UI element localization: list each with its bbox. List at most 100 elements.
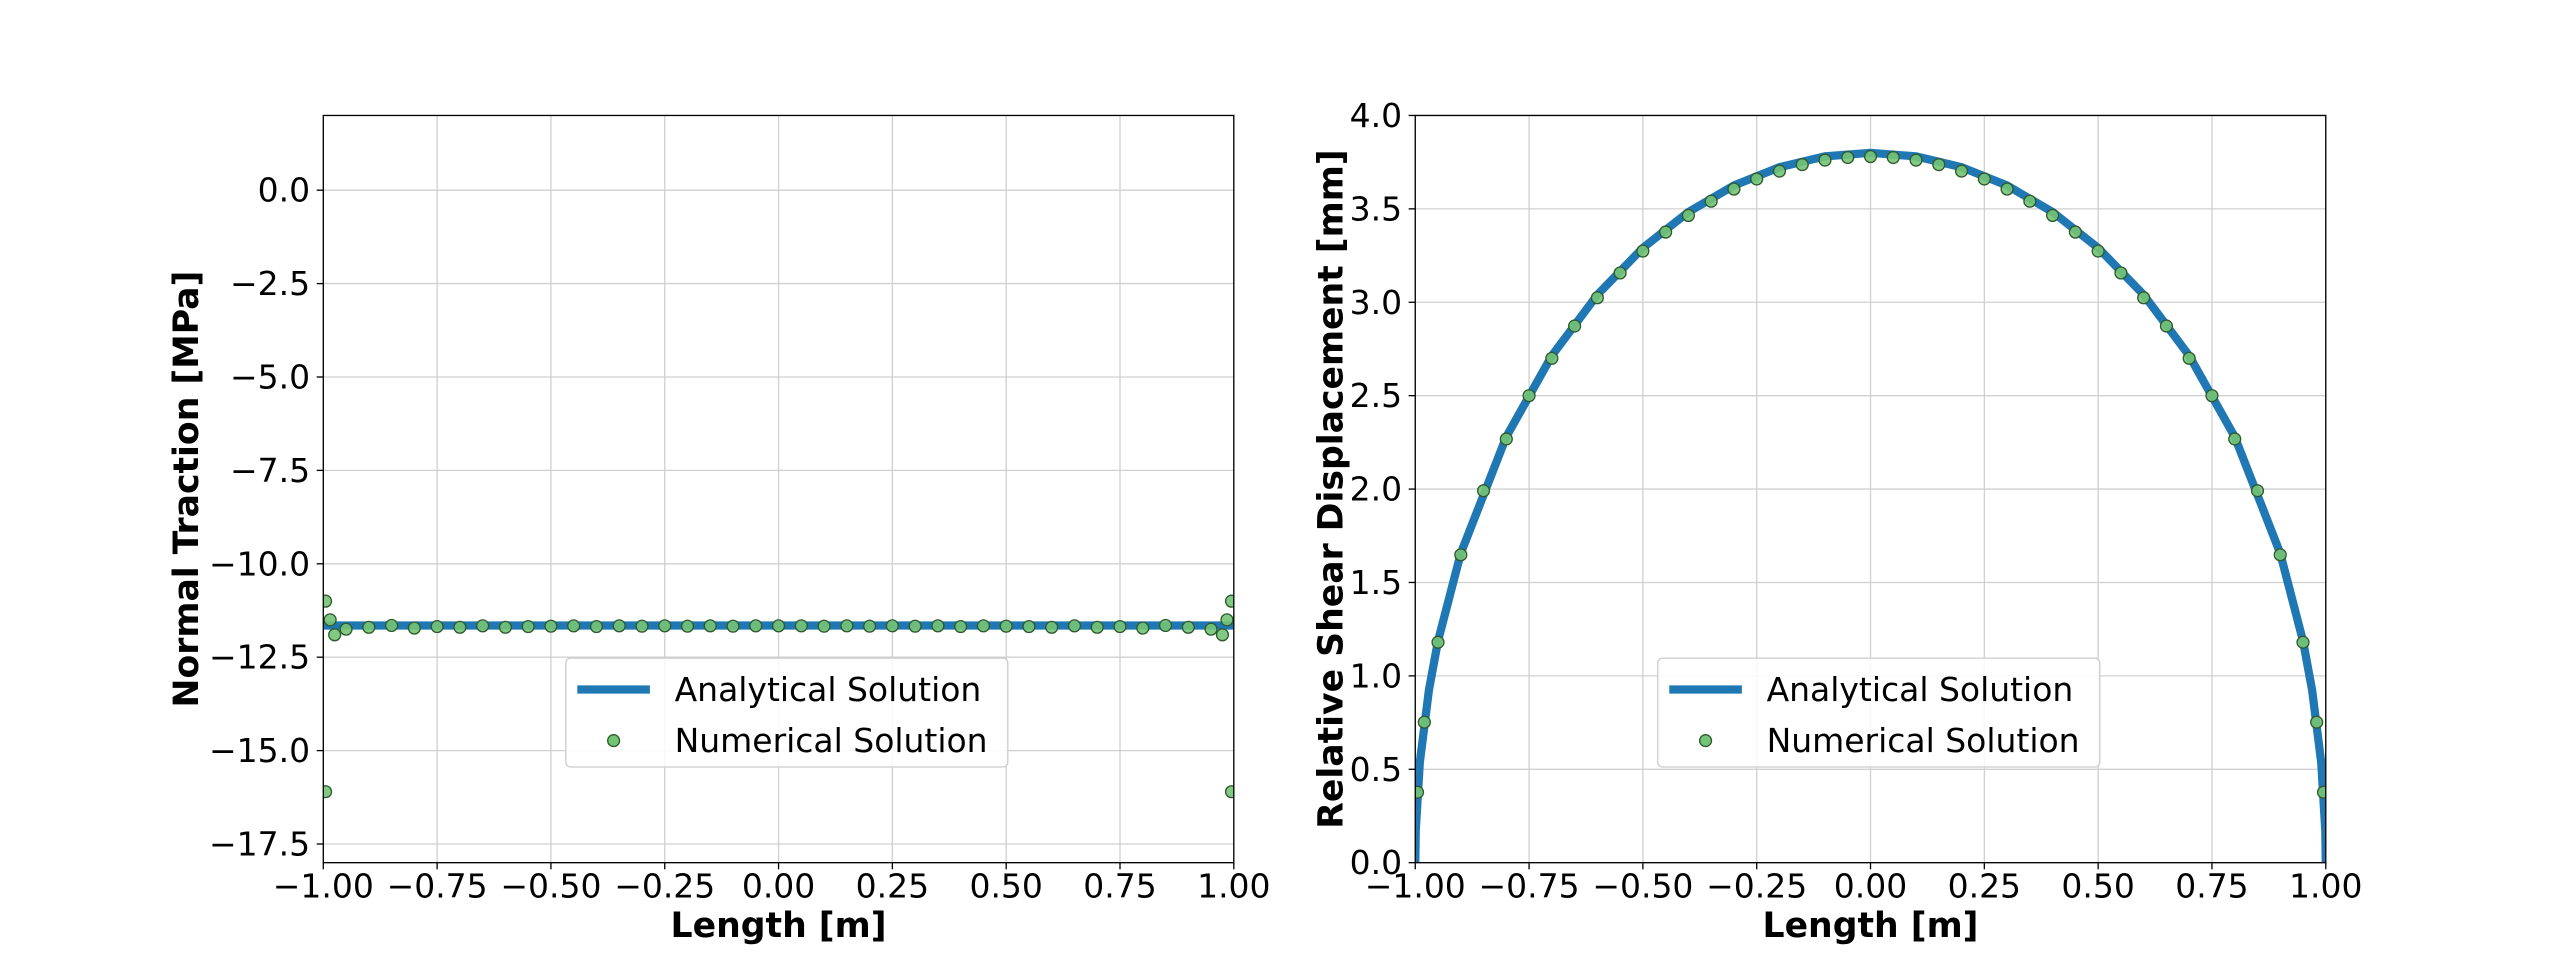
y-tick-label: 0.0 [1350, 843, 1402, 882]
data-point [771, 619, 786, 633]
y-tick-label: 2.5 [1350, 376, 1402, 415]
x-tick-label: −1.00 [1365, 866, 1466, 905]
data-point [1181, 620, 1195, 634]
data-point [2228, 432, 2242, 446]
data-point [1659, 225, 1673, 239]
data-point [498, 620, 512, 634]
x-tick-label: −1.00 [273, 866, 374, 905]
x-tick-label: −0.75 [387, 866, 488, 905]
data-point [430, 619, 444, 634]
data-point [1681, 208, 1696, 223]
data-point [328, 628, 342, 642]
data-point [2137, 291, 2151, 305]
legend-label: Numerical Solution [675, 721, 988, 760]
y-tick-label: −2.5 [230, 264, 310, 303]
data-point [1415, 785, 1425, 799]
chart-panel: −1.00 −0.75 −0.50 −0.25 0.00 0.25 0.50 0.75 1.00… [1312, 96, 2363, 946]
data-point [567, 619, 581, 633]
data-point [2159, 319, 2174, 333]
data-point [1886, 150, 1900, 165]
legend: Analytical Solution Numerical Solution [1657, 657, 2101, 768]
data-point [1454, 548, 1468, 562]
data-point [703, 619, 717, 633]
x-axis-label: Length [m] [671, 906, 887, 946]
data-point [1613, 266, 1627, 280]
data-point [1795, 157, 1809, 172]
x-tick-label: 1.00 [1197, 866, 1270, 905]
data-point [323, 613, 337, 627]
x-tick-label: −0.25 [1706, 866, 1807, 905]
x-tick-label: −0.50 [500, 866, 601, 905]
x-tick-label: 0.25 [856, 866, 929, 905]
data-point [1476, 484, 1491, 498]
data-point [1499, 432, 1513, 446]
data-point [726, 619, 740, 633]
data-point [1772, 164, 1787, 178]
data-point [407, 621, 421, 635]
y-tick-label: 1.5 [1350, 563, 1402, 602]
y-tick-label: 0.0 [258, 171, 310, 210]
x-tick-label: 0.00 [742, 866, 815, 905]
data-point [1224, 594, 1234, 608]
y-tick-label: 0.5 [1350, 750, 1402, 789]
data-point [362, 620, 376, 634]
x-tick-label: −0.25 [614, 866, 715, 905]
data-point [931, 619, 945, 633]
data-point [1090, 620, 1104, 634]
legend-label: Analytical Solution [1767, 670, 2074, 709]
data-point [2296, 635, 2310, 649]
data-point [1067, 619, 1082, 633]
data-point [794, 619, 808, 633]
y-tick-label: −12.5 [209, 638, 310, 677]
data-point [2273, 548, 2287, 562]
x-tick-label: 0.00 [1834, 866, 1907, 905]
data-point [521, 619, 535, 634]
data-point [1909, 153, 1923, 167]
data-point [2182, 351, 2196, 365]
x-tick-label: 1.00 [2289, 866, 2362, 905]
legend-swatch [607, 734, 621, 748]
data-point [1158, 618, 1173, 633]
data-point [885, 619, 899, 633]
data-point [1545, 351, 1559, 365]
data-point [1431, 635, 1445, 649]
data-point [1568, 319, 1582, 333]
data-point [2023, 194, 2037, 208]
y-tick-label: 3.5 [1350, 189, 1402, 228]
data-point [476, 619, 490, 633]
data-point [1818, 153, 1832, 167]
data-point [1204, 622, 1218, 636]
y-tick-label: 2.0 [1350, 470, 1402, 509]
data-point [1220, 613, 1234, 627]
data-point [384, 618, 399, 633]
data-point [954, 619, 968, 634]
data-point [1727, 182, 1741, 196]
x-tick-label: 0.25 [1948, 866, 2021, 905]
data-point [635, 619, 649, 633]
data-point [1522, 389, 1536, 403]
data-point [1224, 785, 1234, 799]
data-point [453, 620, 467, 634]
data-point [339, 622, 353, 636]
data-point [2205, 389, 2219, 403]
data-point [2114, 266, 2128, 280]
y-tick-label: −5.0 [230, 358, 310, 397]
data-point [612, 619, 626, 633]
data-point [1022, 619, 1036, 634]
x-tick-label: 0.50 [969, 866, 1042, 905]
data-point [1704, 194, 1718, 208]
axes-frame [1414, 114, 2327, 864]
y-axis-label: Relative Shear Displacement [mm] [1312, 149, 1352, 828]
data-point [749, 619, 763, 633]
data-point [1636, 244, 1650, 258]
x-tick-label: 0.75 [1083, 866, 1156, 905]
legend-box [1657, 657, 2101, 768]
legend: Analytical Solution Numerical Solution [565, 657, 1009, 768]
data-point [1750, 172, 1764, 186]
y-tick-label: 3.0 [1350, 283, 1402, 322]
data-point [2046, 208, 2060, 223]
data-point [976, 619, 991, 633]
x-axis-label: Length [m] [1763, 906, 1979, 946]
data-point [1045, 620, 1059, 634]
